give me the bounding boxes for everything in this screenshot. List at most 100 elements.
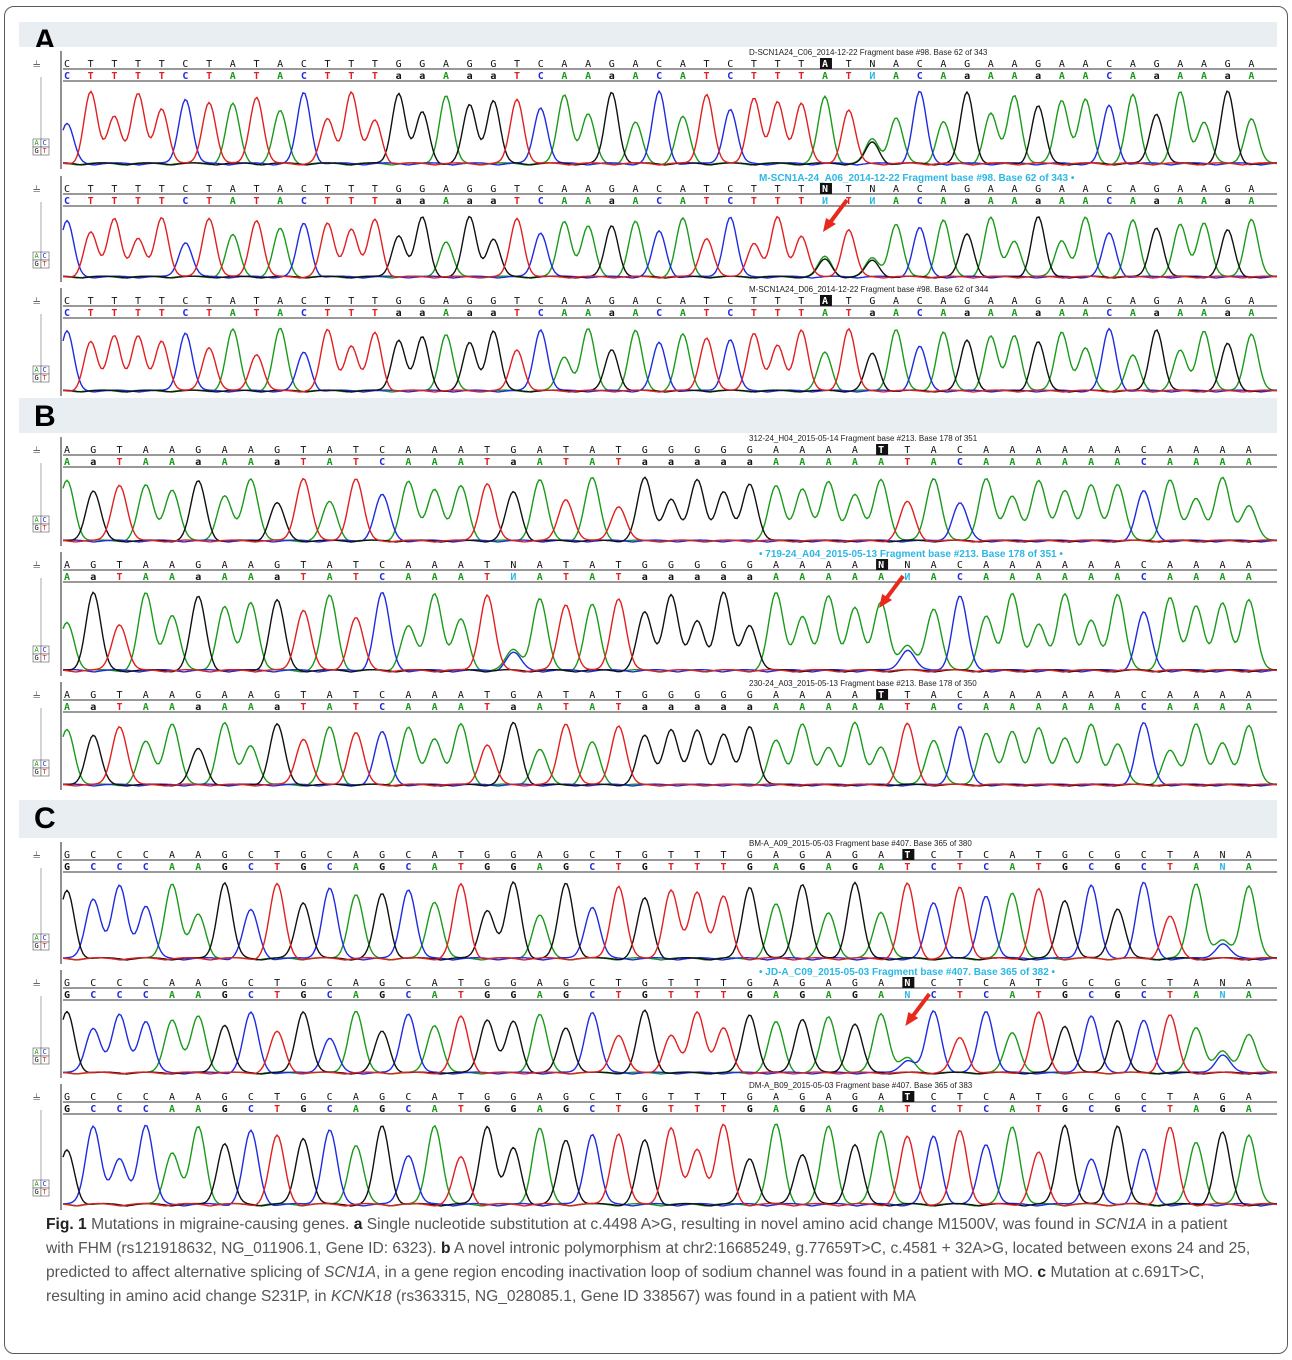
- base-call-letter: T: [253, 296, 259, 307]
- scale-handle-icon[interactable]: ⫨: [33, 847, 40, 862]
- base-call-letter: G: [222, 978, 228, 989]
- secondary-call-letter: C: [957, 702, 963, 713]
- base-toggle-icon[interactable]: A CG T: [32, 1047, 50, 1065]
- base-call-letter: A: [1009, 850, 1015, 861]
- secondary-call-letter: T: [206, 71, 212, 82]
- variant-call-letter: T: [878, 690, 884, 701]
- base-call-letter: G: [964, 59, 970, 70]
- scale-handle-icon[interactable]: ⫨: [33, 557, 40, 572]
- base-toggle-icon[interactable]: A CG T: [32, 759, 50, 777]
- svg-text:A: A: [35, 366, 40, 374]
- secondary-call-letter: T: [117, 572, 123, 583]
- secondary-call-letter: a: [274, 457, 280, 468]
- base-call-letter: C: [301, 296, 307, 307]
- scale-handle-icon[interactable]: ⫨: [33, 687, 40, 702]
- base-call-letter: T: [117, 690, 123, 701]
- trace-plot: ⫨A CG TAAGaTTAAAAGaAAAAGaTTAATTCCAAAAAATTN…: [32, 552, 1277, 676]
- base-toggle-icon[interactable]: A CG T: [32, 933, 50, 951]
- scale-handle-icon[interactable]: ⫨: [33, 442, 40, 457]
- base-call-letter: A: [443, 296, 449, 307]
- base-call-letter: G: [799, 978, 805, 989]
- base-call-letter: T: [514, 296, 520, 307]
- secondary-call-letter: A: [230, 196, 236, 207]
- scale-handle-icon[interactable]: ⫨: [33, 293, 40, 308]
- base-call-letter: A: [327, 690, 333, 701]
- scale-handle-icon[interactable]: ⫨: [33, 181, 40, 196]
- base-call-letter: T: [563, 690, 569, 701]
- scale-handle-icon[interactable]: ⫨: [33, 975, 40, 990]
- secondary-call-letter: T: [325, 71, 331, 82]
- secondary-call-letter: A: [852, 457, 858, 468]
- secondary-call-letter: A: [443, 71, 449, 82]
- base-call-letter: A: [277, 296, 283, 307]
- base-call-letter: A: [1114, 690, 1120, 701]
- base-call-letter: A: [443, 184, 449, 195]
- trace-channel-A: [62, 327, 1277, 393]
- base-call-letter: G: [964, 184, 970, 195]
- base-call-letter: C: [90, 1092, 96, 1103]
- base-call-letter: A: [632, 184, 638, 195]
- base-call-letter: G: [747, 850, 753, 861]
- secondary-call-letter: T: [274, 862, 280, 873]
- svg-text:T: T: [43, 260, 48, 268]
- secondary-call-letter: C: [589, 1104, 595, 1115]
- base-call-letter: A: [1246, 850, 1252, 861]
- secondary-call-letter: a: [609, 71, 615, 82]
- base-toggle-icon[interactable]: A CG T: [32, 138, 50, 156]
- secondary-call-letter: A: [1246, 572, 1252, 583]
- base-toggle-icon[interactable]: A CG T: [32, 1179, 50, 1197]
- panel-header-bar: [19, 800, 1277, 838]
- secondary-call-letter: a: [694, 572, 700, 583]
- base-call-letter: A: [1177, 59, 1183, 70]
- base-toggle-icon[interactable]: A CG T: [32, 515, 50, 533]
- secondary-call-letter: a: [642, 572, 648, 583]
- base-call-letter: G: [1114, 978, 1120, 989]
- caption-b-label: b: [440, 1240, 451, 1257]
- base-call-letter: T: [615, 560, 621, 571]
- secondary-call-letter: A: [143, 702, 149, 713]
- base-call-letter: A: [878, 1092, 884, 1103]
- trace-plot: ⫨A CG TGGCCCCCCAAAAGGCCTTGGCCAAGGCCAATTGGG…: [32, 1084, 1277, 1210]
- base-call-letter: A: [1193, 690, 1199, 701]
- secondary-call-letter: A: [432, 990, 438, 1001]
- secondary-call-letter: G: [379, 990, 385, 1001]
- secondary-call-letter: A: [1130, 196, 1136, 207]
- base-call-letter: G: [563, 850, 569, 861]
- secondary-call-letter: C: [917, 308, 923, 319]
- scale-handle-icon[interactable]: ⫨: [33, 1089, 40, 1104]
- base-call-letter: A: [432, 1092, 438, 1103]
- caption-b-gene: SCN1A: [323, 1264, 376, 1281]
- base-call-letter: A: [1083, 296, 1089, 307]
- base-call-letter: C: [931, 978, 937, 989]
- base-call-letter: G: [274, 560, 280, 571]
- base-call-letter: C: [656, 184, 662, 195]
- base-call-letter: T: [348, 296, 354, 307]
- base-call-letter: G: [721, 690, 727, 701]
- scale-handle-icon[interactable]: ⫨: [33, 56, 40, 71]
- svg-text:T: T: [43, 1056, 48, 1064]
- base-toggle-icon[interactable]: A CG T: [32, 365, 50, 383]
- secondary-call-letter: A: [1177, 71, 1183, 82]
- base-toggle-icon[interactable]: A CG T: [32, 645, 50, 663]
- base-call-letter: C: [1141, 560, 1147, 571]
- secondary-call-letter: T: [348, 71, 354, 82]
- secondary-call-letter: A: [1193, 702, 1199, 713]
- base-call-letter: T: [484, 445, 490, 456]
- base-call-letter: C: [143, 978, 149, 989]
- base-call-letter: G: [490, 296, 496, 307]
- panel-letter: B: [34, 400, 56, 433]
- secondary-call-letter: G: [510, 1104, 516, 1115]
- base-call-letter: C: [538, 296, 544, 307]
- base-toggle-icon[interactable]: A CG T: [32, 251, 50, 269]
- base-call-letter: G: [195, 690, 201, 701]
- caption-c-label: c: [1037, 1264, 1047, 1281]
- secondary-call-letter: A: [589, 572, 595, 583]
- base-call-letter: C: [327, 850, 333, 861]
- secondary-call-letter: G: [300, 990, 306, 1001]
- secondary-call-letter: G: [222, 1104, 228, 1115]
- base-call-letter: C: [248, 978, 254, 989]
- base-call-letter: C: [117, 850, 123, 861]
- secondary-call-letter: A: [1009, 990, 1015, 1001]
- base-call-letter: A: [826, 850, 832, 861]
- base-call-letter: T: [300, 690, 306, 701]
